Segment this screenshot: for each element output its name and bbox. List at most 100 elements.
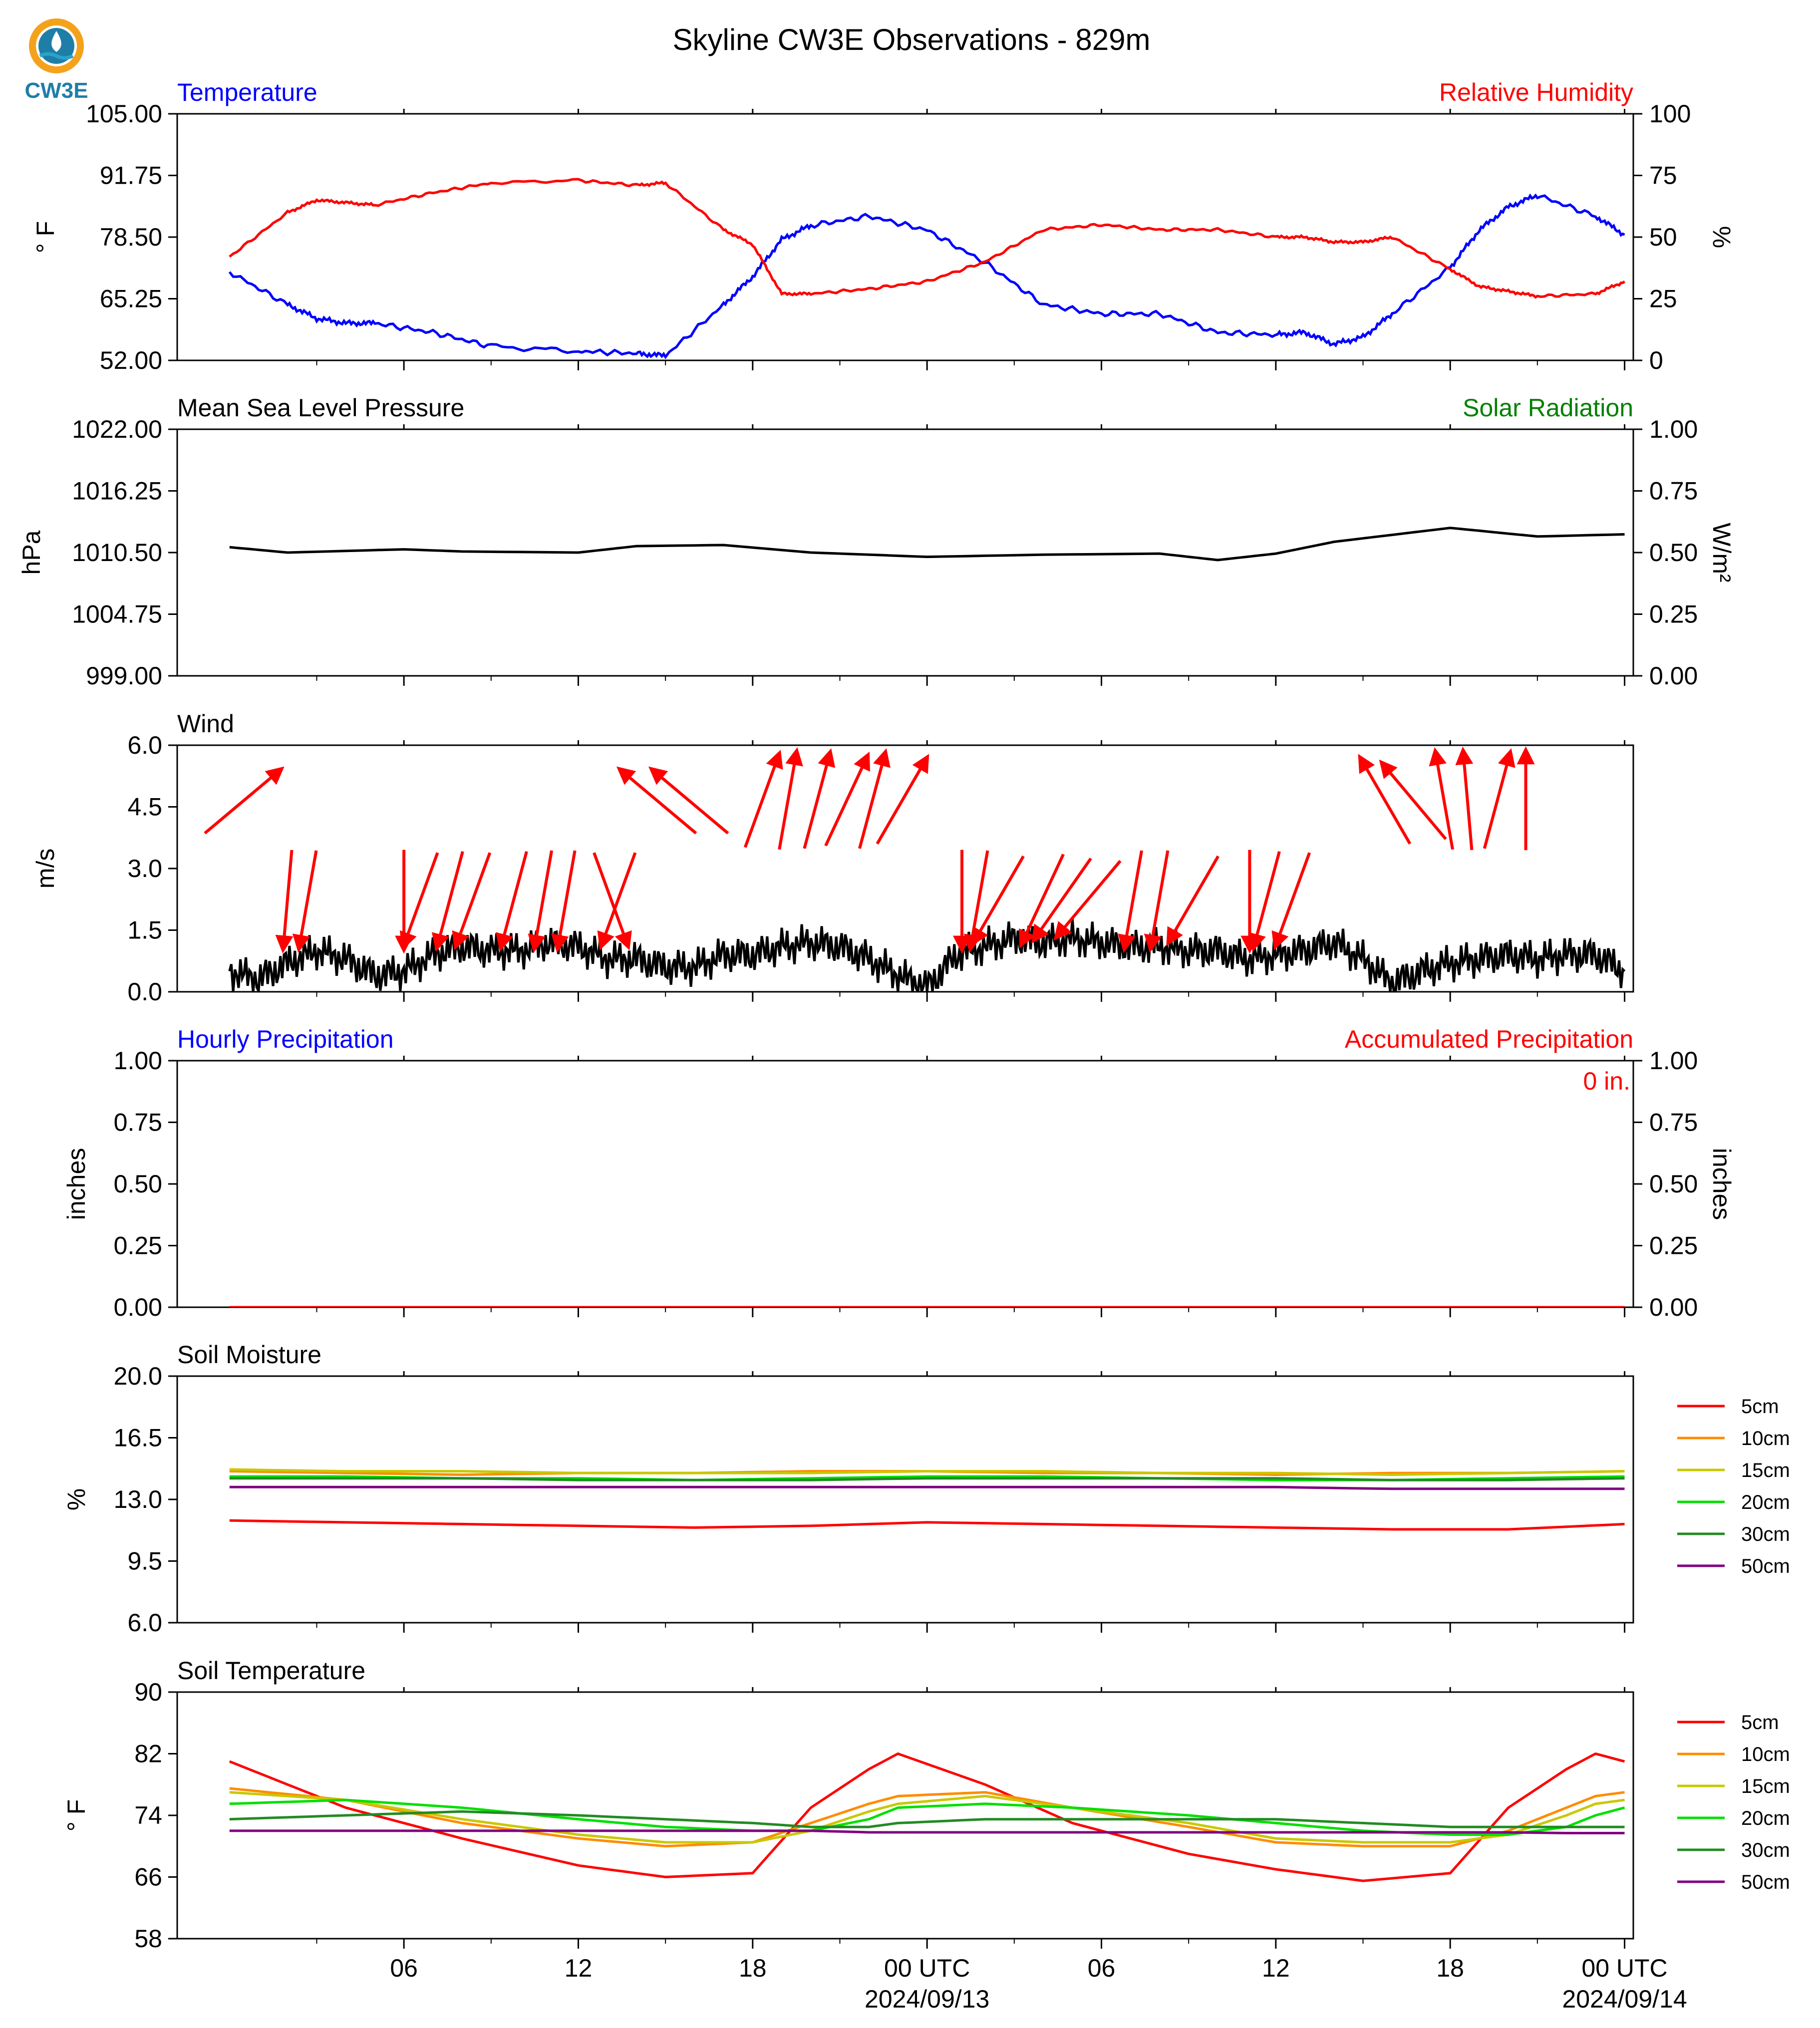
wind-arrow xyxy=(1455,746,1474,851)
y-tick-label: 1.5 xyxy=(127,916,162,944)
panel-title-left: Hourly Precipitation xyxy=(177,1025,394,1053)
wind-arrow xyxy=(431,851,464,952)
wind-arrow xyxy=(824,751,870,847)
x-tick-label: 06 xyxy=(1088,1954,1116,1982)
y-right-tick-label: 0.50 xyxy=(1649,539,1698,567)
plot-frame xyxy=(176,113,1634,361)
y-tick-label: 9.5 xyxy=(127,1547,162,1575)
wind-arrow xyxy=(1166,855,1219,946)
panels: Temperature Relative Humidity 105.00 91.75 7… xyxy=(17,78,1790,2013)
series-line-15cm xyxy=(229,1468,1625,1476)
panel-title-right: Accumulated Precipitation xyxy=(1345,1025,1633,1053)
legend-label: 15cm xyxy=(1741,1775,1790,1797)
y-axis-label: ° F xyxy=(31,221,59,253)
series-line-wind-speed xyxy=(228,918,1626,992)
y-tick-label: 0.25 xyxy=(114,1232,162,1260)
panel-3: Wind 6.0 4.5 3.0 1.5 0.0 m/s xyxy=(31,710,1634,1006)
panel-title-left: Soil Moisture xyxy=(177,1341,321,1369)
legend-label: 5cm xyxy=(1741,1396,1779,1418)
y-tick-label: 1022.00 xyxy=(72,415,162,443)
y-right-tick-label: 0.25 xyxy=(1649,1232,1698,1260)
wind-arrow xyxy=(496,851,528,952)
y-tick-label: 65.25 xyxy=(100,285,162,313)
wind-arrow xyxy=(528,850,554,953)
legend-label: 20cm xyxy=(1741,1491,1790,1513)
logo: CW3E xyxy=(24,18,88,103)
logo-ring xyxy=(29,18,84,73)
y-right-tick-label: 0.00 xyxy=(1649,1293,1698,1321)
x-tick-label: 12 xyxy=(1262,1954,1290,1982)
x-tick-label: 18 xyxy=(739,1954,767,1982)
y-tick-label: 58 xyxy=(134,1925,162,1953)
panel-2: Mean Sea Level Pressure Solar Radiation 10… xyxy=(17,394,1736,690)
y-tick-label: 82 xyxy=(134,1740,162,1768)
y-tick-label: 1004.75 xyxy=(72,600,162,628)
wind-arrow xyxy=(778,747,803,850)
plot-frame xyxy=(176,744,1634,993)
y-tick-label: 6.0 xyxy=(127,731,162,759)
wind-arrow xyxy=(452,852,492,950)
x-tick-label: 00 UTC xyxy=(1581,1954,1667,1982)
wind-arrow xyxy=(1118,850,1144,953)
y-tick-label: 16.5 xyxy=(114,1424,162,1452)
panel-title-right: Solar Radiation xyxy=(1463,394,1633,422)
wind-arrow xyxy=(803,748,836,849)
wind-arrow xyxy=(292,850,318,953)
wind-arrow xyxy=(204,766,285,835)
panel-title-left: Mean Sea Level Pressure xyxy=(177,394,464,422)
series-line-20cm xyxy=(229,1798,1625,1836)
wind-arrow xyxy=(1053,860,1122,941)
logo-text: CW3E xyxy=(24,78,88,103)
legend: 5cm 10cm 15cm 20cm 30cm 50cm xyxy=(1677,1712,1790,1893)
series-line-30cm xyxy=(229,1477,1625,1481)
panel-5: Soil Moisture 20.0 16.5 13.0 9.5 6.0% 5cm 10cm 1… xyxy=(62,1341,1790,1637)
panel-title-left: Wind xyxy=(177,710,234,738)
y-tick-label: 1.00 xyxy=(114,1047,162,1075)
wind-arrow xyxy=(971,855,1025,946)
y-tick-label: 0.50 xyxy=(114,1170,162,1198)
panel-4: Hourly Precipitation Accumulated Precipit… xyxy=(62,1025,1736,1321)
logo-drop-icon xyxy=(51,31,61,52)
wind-arrow xyxy=(593,852,632,950)
legend-label: 50cm xyxy=(1741,1871,1790,1893)
wind-arrow xyxy=(1483,748,1516,849)
y-right-tick-label: 0.75 xyxy=(1649,477,1698,505)
x-date-label: 2024/09/13 xyxy=(865,1985,989,2013)
plot-frame xyxy=(176,1375,1634,1624)
y-tick-label: 3.0 xyxy=(127,855,162,882)
panel-title-left: Soil Temperature xyxy=(177,1657,365,1685)
series-line-relative-humidity xyxy=(229,178,1625,299)
wind-arrow xyxy=(648,766,729,835)
panel-title-left: Temperature xyxy=(177,78,317,106)
y-right-axis-label: W/m² xyxy=(1708,523,1736,582)
series-line-10cm xyxy=(229,1787,1625,1848)
wind-arrow xyxy=(399,852,439,950)
series-line-30cm xyxy=(229,1810,1625,1828)
series-line-50cm xyxy=(229,1829,1625,1834)
x-tick-label: 12 xyxy=(565,1954,593,1982)
y-tick-label: 0.00 xyxy=(114,1293,162,1321)
wind-arrow xyxy=(876,754,929,845)
y-right-axis-label: % xyxy=(1708,226,1736,248)
accumulated-annotation: 0 in. xyxy=(1583,1067,1630,1095)
y-right-tick-label: 1.00 xyxy=(1649,415,1698,443)
wind-arrow xyxy=(1031,858,1092,944)
wind-arrow xyxy=(743,750,783,848)
panel-1: Temperature Relative Humidity 105.00 91.75 7… xyxy=(31,78,1736,374)
y-right-tick-label: 0.00 xyxy=(1649,662,1698,690)
y-right-tick-label: 0.25 xyxy=(1649,600,1698,628)
y-tick-label: 1010.50 xyxy=(72,539,162,567)
legend-label: 15cm xyxy=(1741,1459,1790,1481)
y-tick-label: 0.75 xyxy=(114,1109,162,1137)
y-tick-label: 4.5 xyxy=(127,793,162,821)
panel-title-right: Relative Humidity xyxy=(1439,78,1633,106)
y-right-axis-label: inches xyxy=(1708,1148,1736,1220)
y-tick-label: 0.0 xyxy=(127,978,162,1006)
legend-label: 10cm xyxy=(1741,1743,1790,1765)
wind-arrow xyxy=(1144,850,1170,953)
wind-arrow xyxy=(1358,754,1412,845)
y-axis-label: % xyxy=(62,1488,90,1510)
wind-arrow xyxy=(1248,851,1281,952)
legend-label: 20cm xyxy=(1741,1807,1790,1829)
y-tick-label: 20.0 xyxy=(114,1362,162,1390)
